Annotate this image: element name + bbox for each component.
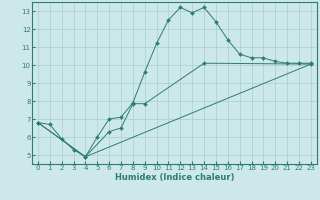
X-axis label: Humidex (Indice chaleur): Humidex (Indice chaleur) bbox=[115, 173, 234, 182]
